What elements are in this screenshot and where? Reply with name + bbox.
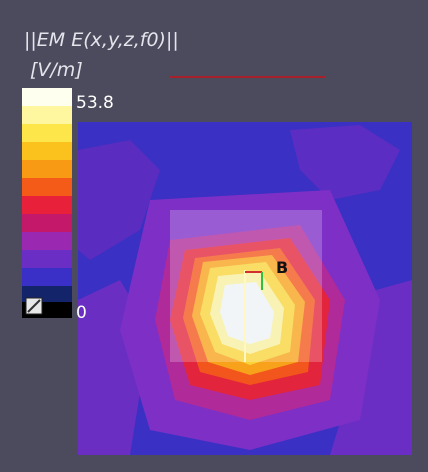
colorbar: [22, 88, 72, 318]
colorbar-band: [22, 196, 72, 214]
colorbar-band: [22, 88, 72, 106]
probe-label: B: [276, 258, 288, 277]
colorbar-band: [22, 268, 72, 286]
field-map: B: [78, 122, 412, 455]
colorbar-band: [22, 232, 72, 250]
legend-title: ||EM E(x,y,z,f0)||: [24, 29, 179, 51]
field-region: [220, 282, 274, 344]
colorbar-band: [22, 160, 72, 178]
colorbar-min: 0: [76, 303, 87, 323]
toggle-icon-slash: [27, 299, 41, 313]
colorbar-band: [22, 178, 72, 196]
field-region: [78, 140, 160, 260]
colorbar-max: 53.8: [76, 93, 114, 113]
colorbar-band: [22, 124, 72, 142]
colorbar-band: [22, 142, 72, 160]
colorbar-band: [22, 214, 72, 232]
legend-unit: [V/m]: [30, 59, 83, 81]
colorbar-band: [22, 250, 72, 268]
colorbar-band: [22, 106, 72, 124]
field-region: [290, 125, 400, 200]
